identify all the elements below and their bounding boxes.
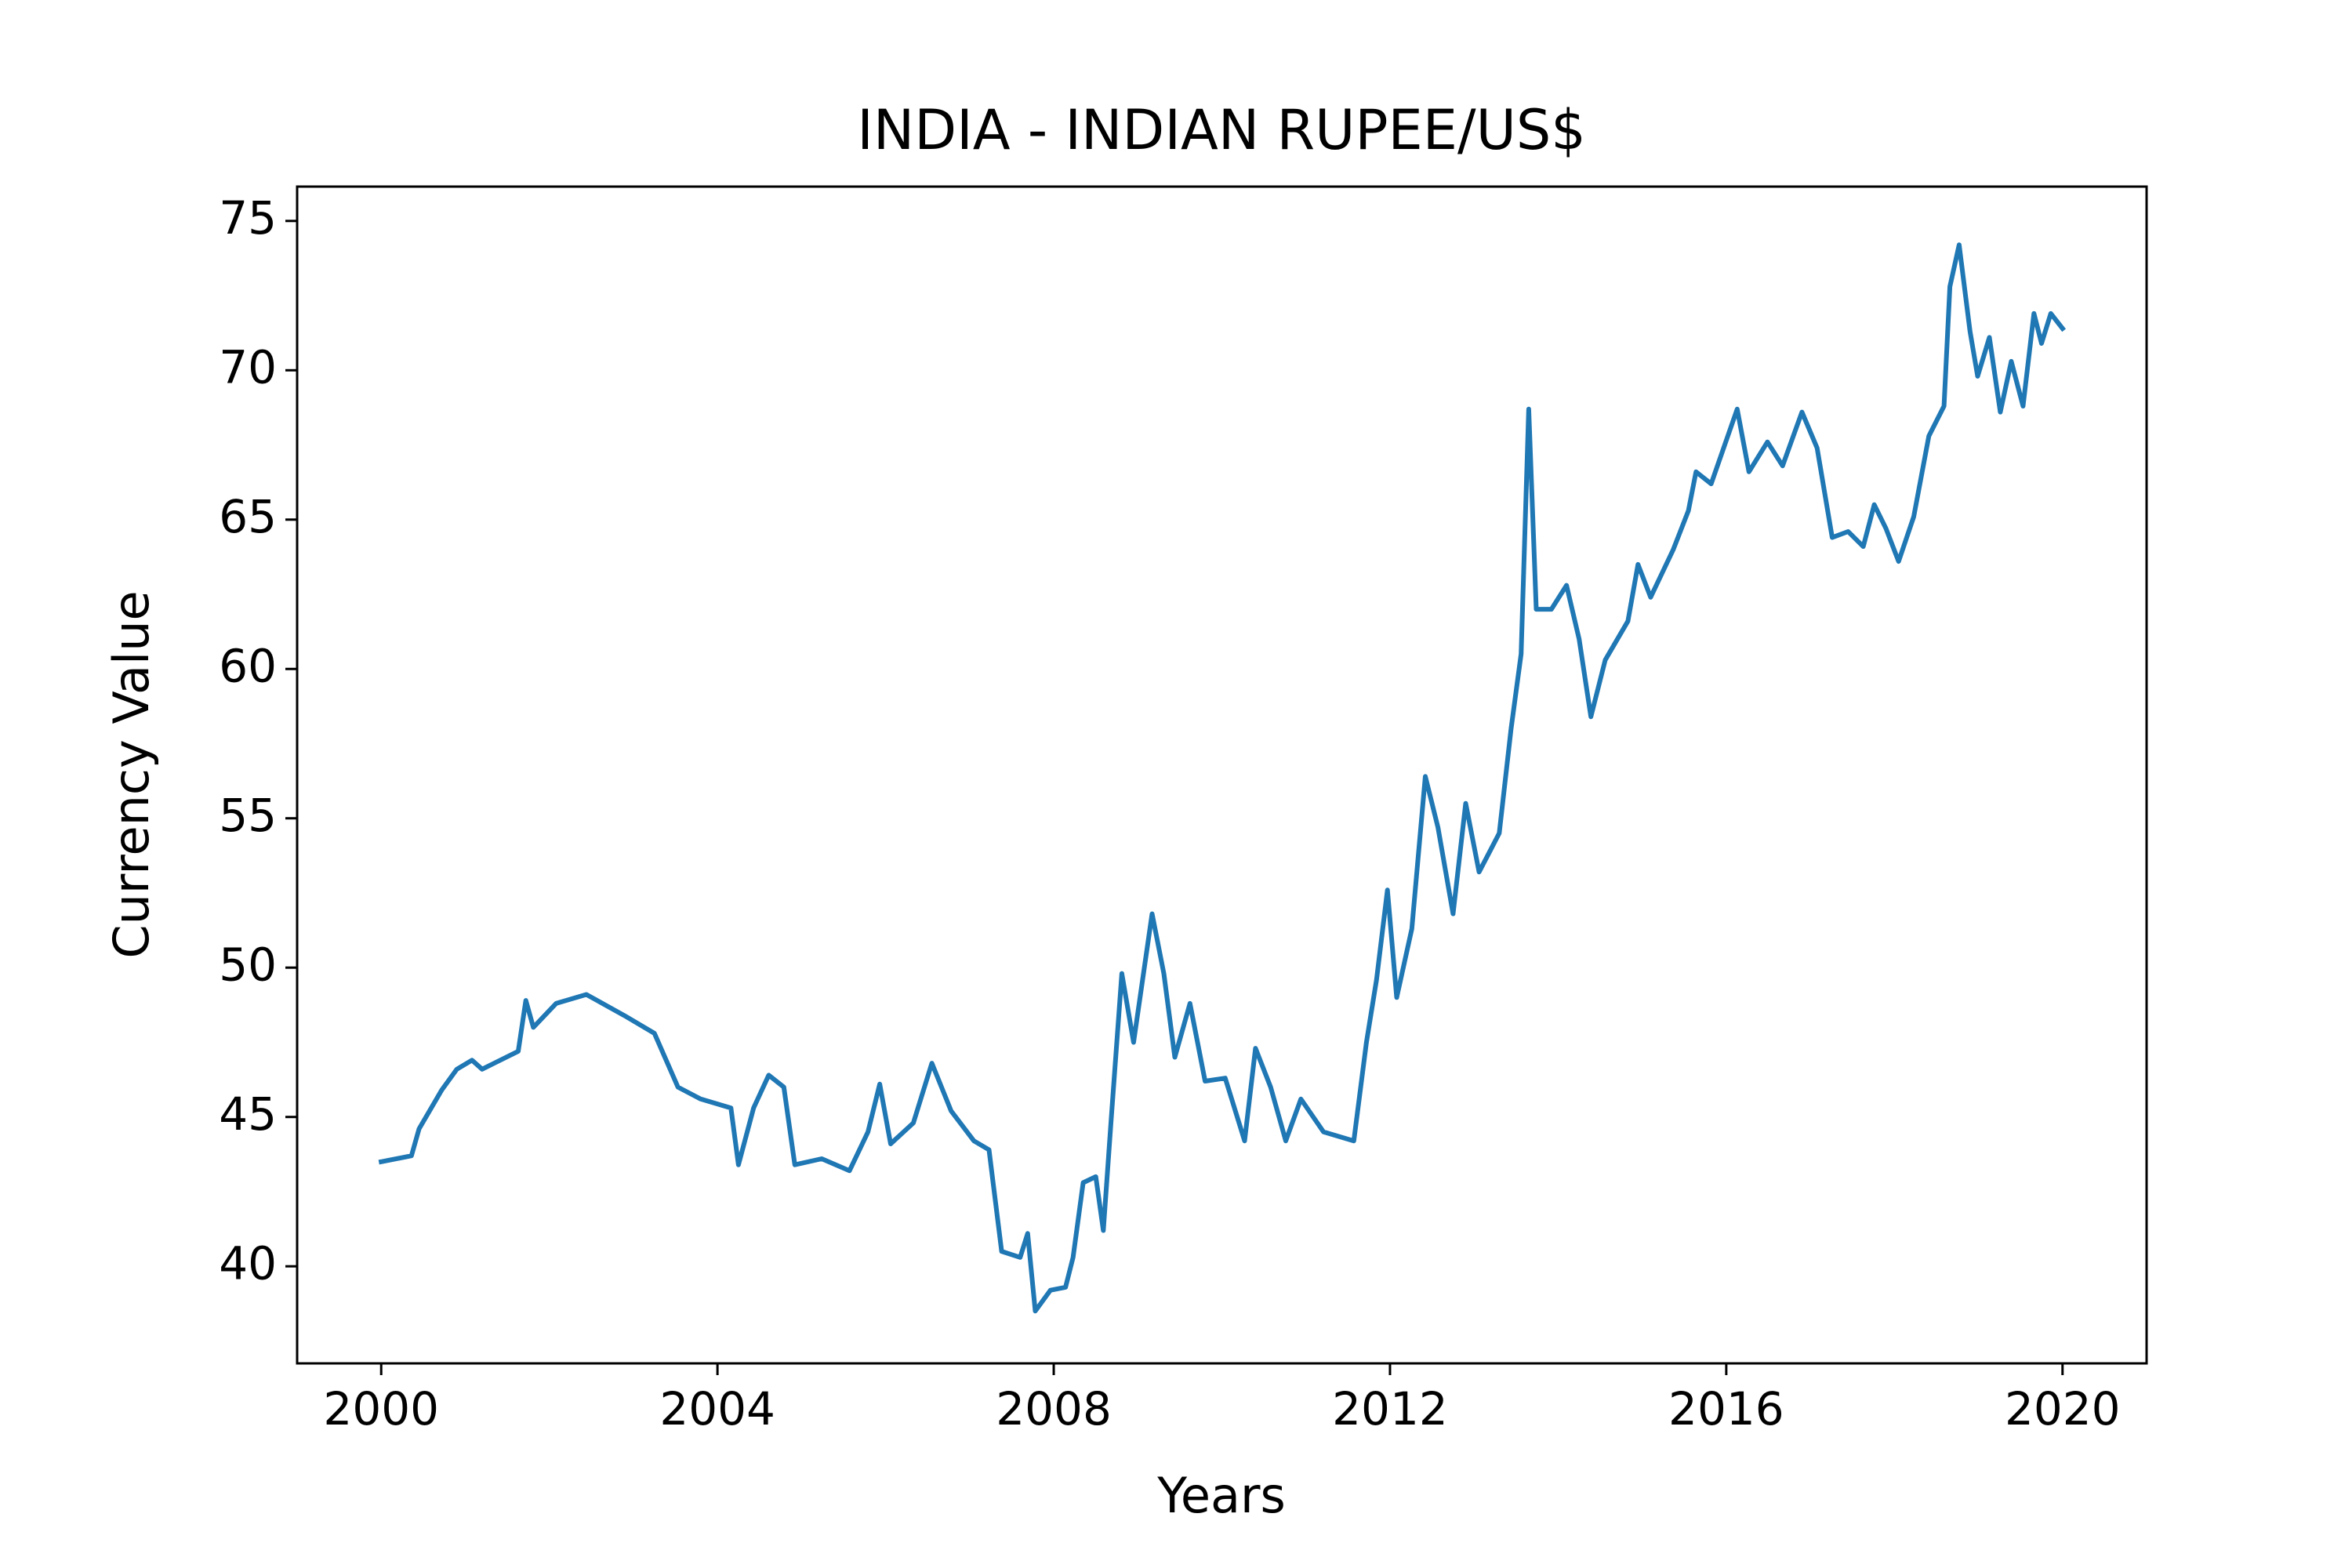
- y-tick-label: 70: [219, 340, 277, 394]
- x-tick-label: 2004: [659, 1382, 775, 1436]
- y-tick-label: 60: [219, 639, 277, 692]
- y-axis-label: Currency Value: [103, 590, 160, 958]
- x-tick-label: 2016: [1668, 1382, 1784, 1436]
- data-line: [378, 242, 2067, 1314]
- x-tick-label: 2000: [323, 1382, 439, 1436]
- y-tick-label: 55: [219, 789, 277, 842]
- y-tick-label: 75: [219, 191, 277, 245]
- x-tick-label: 2020: [2005, 1382, 2121, 1436]
- y-tick-label: 50: [219, 938, 277, 991]
- x-tick-label: 2012: [1332, 1382, 1448, 1436]
- plot-frame: [296, 185, 2148, 1365]
- y-tick-label: 65: [219, 490, 277, 543]
- chart-title: INDIA - INDIAN RUPEE/US$: [857, 98, 1586, 162]
- x-axis-label: Years: [1156, 1467, 1286, 1524]
- y-tick-label: 45: [219, 1087, 277, 1141]
- y-tick-label: 40: [219, 1236, 277, 1290]
- x-tick-label: 2008: [996, 1382, 1112, 1436]
